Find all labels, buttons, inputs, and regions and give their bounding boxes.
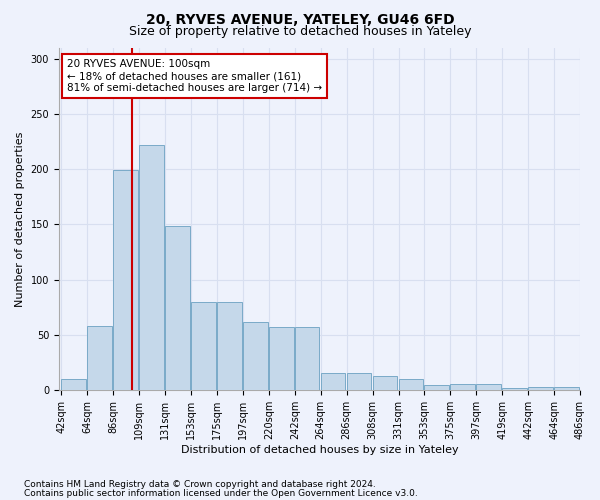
Bar [191, 302, 216, 390]
X-axis label: Distribution of detached houses by size in Yateley: Distribution of detached houses by size … [181, 445, 458, 455]
Bar [424, 385, 449, 390]
Text: Size of property relative to detached houses in Yateley: Size of property relative to detached ho… [129, 25, 471, 38]
Text: 20, RYVES AVENUE, YATELEY, GU46 6FD: 20, RYVES AVENUE, YATELEY, GU46 6FD [146, 12, 454, 26]
Bar [554, 387, 579, 390]
Bar [528, 387, 553, 390]
Bar [269, 328, 293, 390]
Bar [243, 322, 268, 390]
Bar [347, 372, 371, 390]
Bar [61, 380, 86, 390]
Bar [139, 145, 164, 390]
Bar [451, 384, 475, 390]
Bar [398, 380, 423, 390]
Bar [165, 226, 190, 390]
Bar [88, 326, 112, 390]
Text: Contains public sector information licensed under the Open Government Licence v3: Contains public sector information licen… [24, 489, 418, 498]
Text: 20 RYVES AVENUE: 100sqm
← 18% of detached houses are smaller (161)
81% of semi-d: 20 RYVES AVENUE: 100sqm ← 18% of detache… [67, 60, 322, 92]
Text: Contains HM Land Registry data © Crown copyright and database right 2024.: Contains HM Land Registry data © Crown c… [24, 480, 376, 489]
Bar [217, 302, 242, 390]
Bar [373, 376, 397, 390]
Bar [476, 384, 501, 390]
Y-axis label: Number of detached properties: Number of detached properties [15, 131, 25, 306]
Bar [321, 372, 346, 390]
Bar [502, 388, 527, 390]
Bar [295, 328, 319, 390]
Bar [113, 170, 138, 390]
